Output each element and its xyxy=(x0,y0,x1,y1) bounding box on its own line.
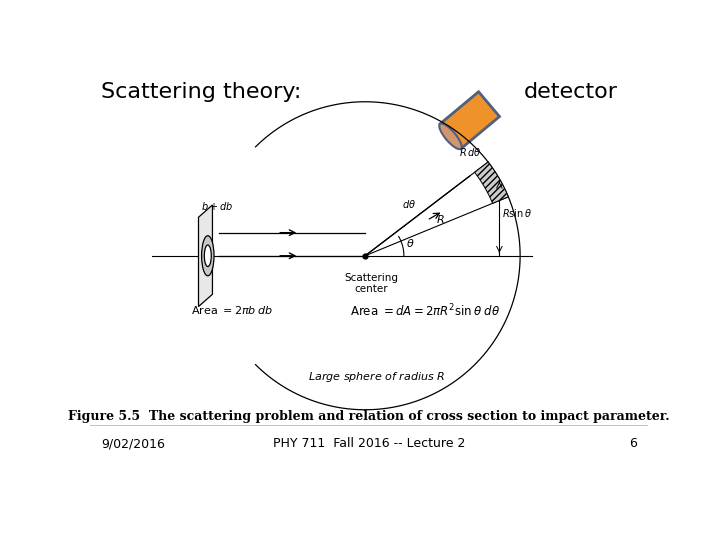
Text: $b$: $b$ xyxy=(199,241,205,252)
Text: Scattering
center: Scattering center xyxy=(344,273,398,294)
Text: Area $= 2\pi b\;db$: Area $= 2\pi b\;db$ xyxy=(191,304,273,316)
Text: 9/02/2016: 9/02/2016 xyxy=(101,437,165,450)
Text: $d\theta$: $d\theta$ xyxy=(402,198,416,210)
Ellipse shape xyxy=(204,245,211,267)
Ellipse shape xyxy=(439,124,462,149)
Text: detector: detector xyxy=(524,82,618,102)
Polygon shape xyxy=(474,162,508,203)
Text: Large sphere of radius $R$: Large sphere of radius $R$ xyxy=(308,370,446,384)
Polygon shape xyxy=(199,205,212,307)
Text: Area $= dA = 2\pi R^2 \sin\theta\;d\theta$: Area $= dA = 2\pi R^2 \sin\theta\;d\thet… xyxy=(350,302,500,319)
Ellipse shape xyxy=(202,236,214,276)
Text: PHY 711  Fall 2016 -- Lecture 2: PHY 711 Fall 2016 -- Lecture 2 xyxy=(273,437,465,450)
Text: $R\sin\theta$: $R\sin\theta$ xyxy=(503,207,533,219)
FancyBboxPatch shape xyxy=(440,92,500,148)
Text: $\theta$: $\theta$ xyxy=(406,237,415,248)
Text: $b + db$: $b + db$ xyxy=(201,200,233,212)
Text: Scattering theory:: Scattering theory: xyxy=(101,82,301,102)
Text: 6: 6 xyxy=(629,437,637,450)
Text: $R$: $R$ xyxy=(436,213,445,225)
Text: $R\,d\theta$: $R\,d\theta$ xyxy=(459,146,481,158)
Text: Figure 5.5  The scattering problem and relation of cross section to impact param: Figure 5.5 The scattering problem and re… xyxy=(68,410,670,423)
